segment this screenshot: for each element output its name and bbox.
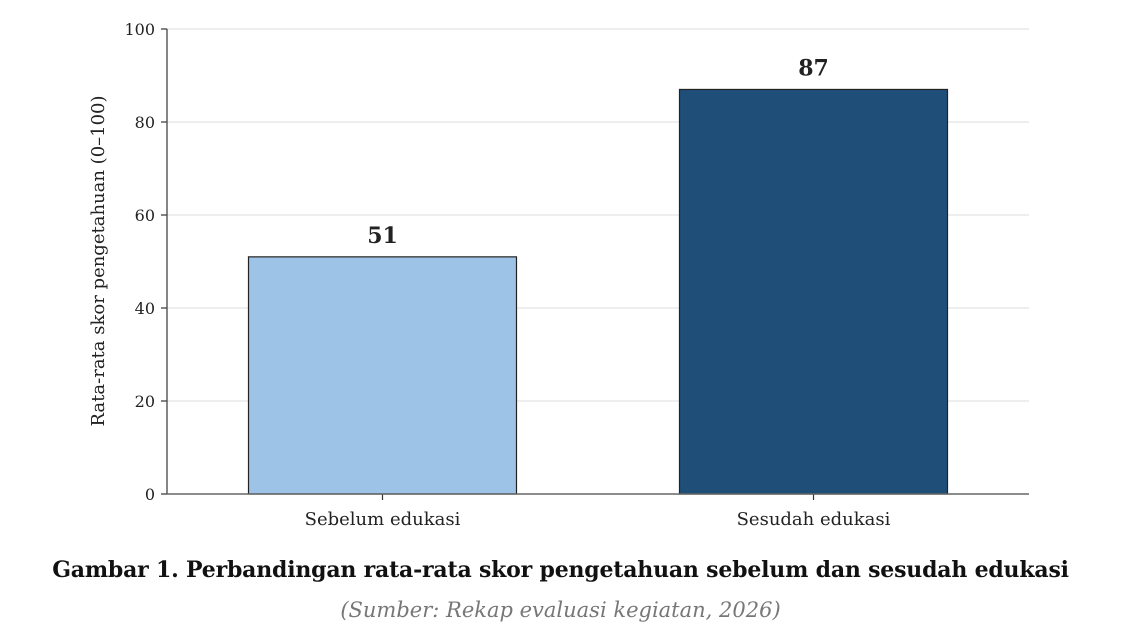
- y-tick-label: 20: [135, 392, 155, 411]
- figure-caption: Gambar 1. Perbandingan rata-rata skor pe…: [52, 557, 1069, 583]
- labels: 0 20 40 60 80 100 51 Sebelum edukasi 87 Sesudah e…: [124, 20, 890, 530]
- figure-source: (Sumber: Rekap evaluasi kegiatan, 2026): [340, 598, 781, 622]
- y-tick-label: 80: [135, 113, 155, 132]
- bars: [247, 88, 949, 495]
- bar-value-label: 87: [798, 55, 829, 81]
- bar-value-label: 51: [367, 223, 398, 249]
- y-tick-label: 40: [135, 299, 155, 318]
- y-tick-label: 100: [124, 20, 155, 39]
- bar: [247, 256, 518, 495]
- x-category-label: Sebelum edukasi: [305, 509, 461, 530]
- y-axis-title: Rata-rata skor pengetahuan (0–100): [88, 95, 109, 426]
- bar-chart: 0 20 40 60 80 100 51 Sebelum edukasi 87 Sesudah e…: [88, 20, 1029, 530]
- bar: [678, 88, 949, 495]
- x-category-label: Sesudah edukasi: [737, 509, 891, 530]
- y-tick-label: 0: [145, 485, 155, 504]
- axes: [161, 28, 1029, 500]
- y-tick-label: 60: [135, 206, 155, 225]
